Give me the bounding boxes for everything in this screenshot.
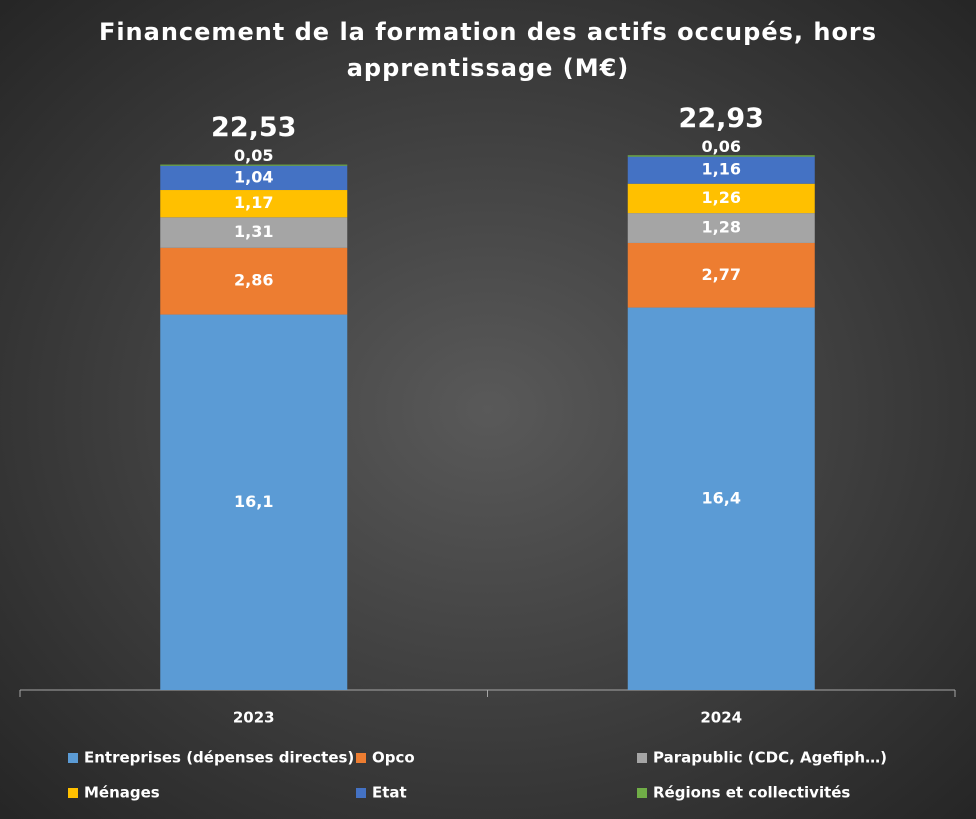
legend-swatch	[68, 788, 78, 798]
x-tick-label: 2024	[700, 709, 742, 727]
legend-label: Ménages	[84, 784, 160, 802]
legend-label: Opco	[372, 749, 415, 767]
value-label: 2,86	[234, 271, 273, 290]
legend-swatch	[68, 753, 78, 763]
value-label: 1,16	[702, 160, 741, 179]
value-label: 1,04	[234, 167, 273, 186]
bar-segment	[160, 217, 348, 248]
legend-swatch	[356, 753, 366, 763]
legend-label: Régions et collectivités	[653, 784, 850, 802]
bar-segment	[160, 247, 348, 315]
bar-segment	[627, 213, 815, 243]
legend-label: Entreprises (dépenses directes)	[84, 749, 354, 767]
value-label: 1,26	[702, 188, 741, 207]
legend-swatch	[356, 788, 366, 798]
bar-segment	[160, 190, 348, 218]
legend-swatch	[637, 753, 647, 763]
total-label: 22,93	[679, 103, 764, 134]
value-label: 2,77	[702, 265, 741, 284]
legend-label: Parapublic (CDC, Agefiph…)	[653, 749, 887, 767]
value-label: 1,31	[234, 222, 273, 241]
chart-title: Financement de la formation des actifs o…	[98, 18, 878, 82]
legend-swatch	[637, 788, 647, 798]
value-label: 16,1	[234, 492, 273, 511]
value-label: 0,06	[702, 137, 741, 156]
bar-segment	[627, 307, 815, 690]
bar-segment	[627, 183, 815, 214]
total-label: 22,53	[211, 112, 296, 143]
legend-label: Etat	[372, 784, 407, 802]
value-label: 1,17	[234, 193, 273, 212]
bar-segment	[627, 156, 815, 184]
value-label: 0,05	[234, 146, 273, 165]
bar-segment	[160, 164, 348, 166]
bar-segment	[627, 242, 815, 308]
bar-segment	[160, 314, 348, 690]
title-box: Financement de la formation des actifs o…	[98, 18, 878, 82]
bar-segment	[627, 155, 815, 157]
value-label: 16,4	[702, 488, 741, 507]
bar-segment	[160, 165, 348, 191]
value-label: 1,28	[702, 218, 741, 237]
x-tick-label: 2023	[233, 709, 275, 727]
